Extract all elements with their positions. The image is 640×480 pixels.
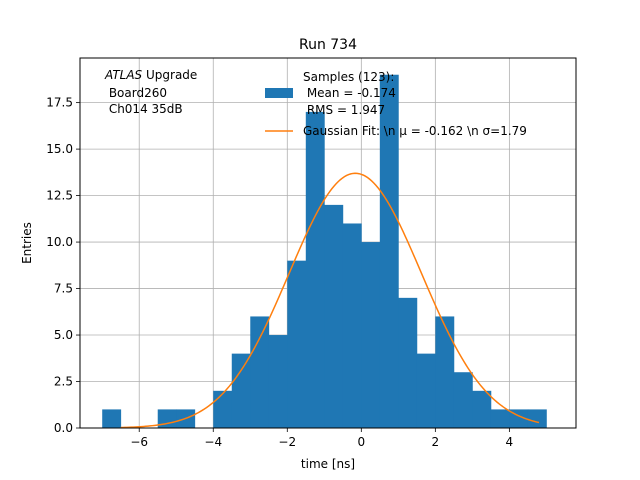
- annotation-line-2: Board260: [105, 86, 167, 100]
- annotation-atlas: ATLAS: [104, 68, 143, 82]
- histogram-bar: [324, 204, 344, 428]
- histogram-bar: [398, 297, 418, 428]
- histogram-bar: [379, 74, 399, 428]
- y-tick-label: 15.0: [46, 142, 73, 156]
- histogram-bar: [472, 390, 492, 428]
- histogram-bar: [102, 409, 122, 428]
- chart-title: Run 734: [299, 37, 357, 53]
- histogram-bar: [361, 242, 381, 428]
- y-tick-label: 2.5: [54, 375, 73, 389]
- x-tick-label: 2: [432, 435, 440, 449]
- legend: Samples (123): Mean = -0.174 RMS = 1.947…: [265, 70, 527, 138]
- annotation-line-3: Ch014 35dB: [105, 102, 183, 116]
- histogram-bar: [490, 409, 510, 428]
- y-tick-label: 7.5: [54, 282, 73, 296]
- histogram-bar: [453, 372, 473, 428]
- y-tick-label: 10.0: [46, 235, 73, 249]
- y-axis-label: Entries: [20, 222, 34, 264]
- annotation-upgrade: Upgrade: [142, 68, 197, 82]
- x-tick-label: −6: [130, 435, 148, 449]
- y-tick-label: 12.5: [46, 189, 73, 203]
- histogram-bar: [527, 409, 547, 428]
- x-tick-label: 0: [357, 435, 365, 449]
- legend-histogram-line-1: Samples (123):: [303, 70, 394, 84]
- y-tick-label: 0.0: [54, 421, 73, 435]
- histogram-bar: [416, 353, 436, 428]
- y-tick-label: 17.5: [46, 96, 73, 110]
- histogram-bar: [268, 335, 288, 428]
- x-tick-label: 4: [506, 435, 514, 449]
- x-axis-label: time [ns]: [301, 457, 355, 471]
- x-tick-label: −2: [278, 435, 296, 449]
- y-tick-label: 5.0: [54, 328, 73, 342]
- legend-fit-label: Gaussian Fit: \n μ = -0.162 \n σ=1.79: [303, 124, 527, 138]
- plot-frame: [79, 57, 577, 429]
- histogram-bar: [231, 353, 251, 428]
- legend-histogram-patch: [265, 88, 293, 98]
- histogram-bar: [213, 390, 233, 428]
- histogram-bar: [250, 316, 270, 428]
- histogram-bars: [102, 74, 547, 428]
- legend-histogram-line-2: Mean = -0.174: [303, 86, 396, 100]
- y-axis-ticks: 0.0 2.5 5.0 7.5 10.0 12.5 15.0 17.5: [46, 96, 80, 435]
- histogram-bar: [342, 223, 362, 428]
- histogram-bar: [157, 409, 177, 428]
- annotation-line-1: ATLAS Upgrade: [104, 68, 197, 82]
- histogram-bar: [287, 260, 307, 428]
- legend-histogram-line-3: RMS = 1.947: [303, 103, 385, 117]
- x-axis-ticks: −6 −4 −2 0 2 4: [130, 428, 513, 449]
- histogram-bar: [435, 316, 455, 428]
- gaussian-fit-line: [120, 172, 540, 429]
- x-tick-label: −4: [204, 435, 222, 449]
- histogram-bar: [305, 111, 325, 428]
- atlas-annotation: ATLAS Upgrade Board260 Ch014 35dB: [104, 68, 197, 116]
